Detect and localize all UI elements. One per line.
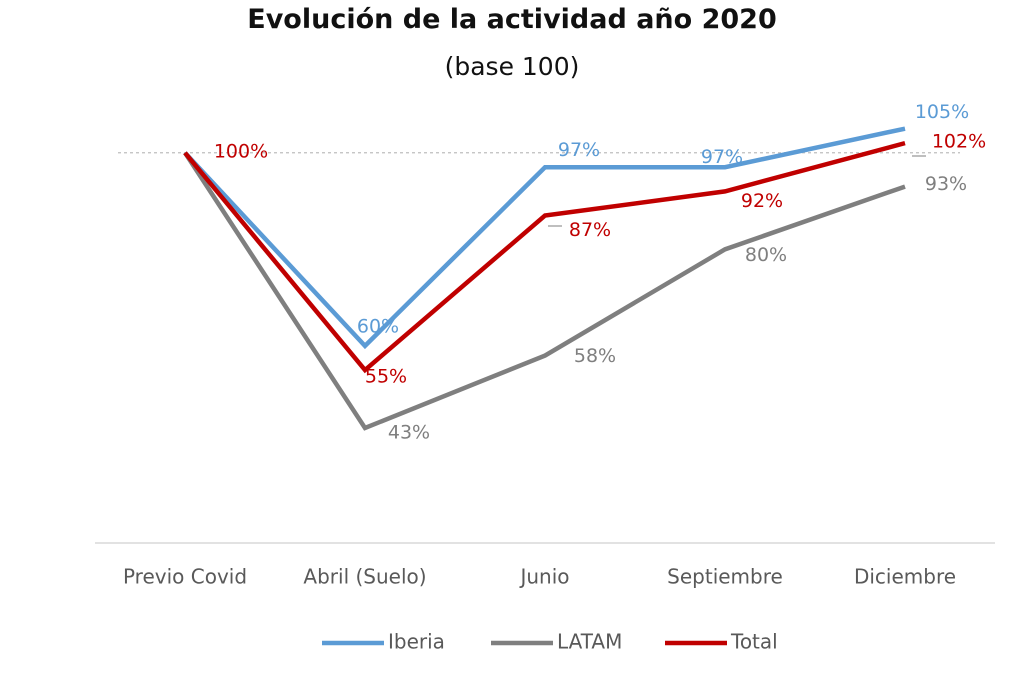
data-label-iberia-septiembre: 97% (701, 146, 743, 168)
chart-subtitle: (base 100) (444, 52, 580, 81)
series-line-total (183, 140, 906, 374)
series-line-latam (183, 151, 906, 431)
legend-label-latam: LATAM (557, 630, 622, 654)
data-label-total-junio: 87% (569, 219, 611, 241)
data-label-total-diciembre: 102% (932, 131, 986, 153)
data-label-latam-junio: 58% (574, 345, 616, 367)
data-label-total-septiembre: 92% (741, 190, 783, 212)
series-lines (183, 126, 906, 431)
data-label-latam-abril-suelo: 43% (388, 421, 430, 443)
x-tick-label-previo-covid: Previo Covid (123, 565, 247, 589)
x-axis-category-labels: Previo Covid Abril (Suelo) Junio Septiembre… (123, 565, 956, 589)
data-label-total-previo-covid: 100% (214, 140, 268, 162)
data-label-iberia-diciembre: 105% (915, 101, 969, 123)
x-tick-label-abril-suelo: Abril (Suelo) (303, 565, 426, 589)
x-tick-label-septiembre: Septiembre (667, 565, 783, 589)
legend-label-iberia: Iberia (388, 630, 445, 654)
x-tick-label-diciembre: Diciembre (854, 565, 956, 589)
data-label-total-abril-suelo: 55% (365, 366, 407, 388)
legend-label-total: Total (730, 630, 778, 654)
data-label-iberia-abril-suelo: 60% (357, 315, 399, 337)
x-tick-label-junio: Junio (518, 565, 569, 589)
data-label-iberia-junio: 97% (558, 139, 600, 161)
data-label-latam-diciembre: 93% (925, 173, 967, 195)
data-label-latam-septiembre: 80% (745, 244, 787, 266)
legend: Iberia LATAM Total (322, 630, 778, 654)
chart-title: Evolución de la actividad año 2020 (247, 4, 777, 35)
series-line-iberia (183, 126, 906, 350)
data-labels: 60% 97% 97% 105% 43% 58% 80% 93% 100% 55% 87% 92% 10… (214, 101, 986, 443)
